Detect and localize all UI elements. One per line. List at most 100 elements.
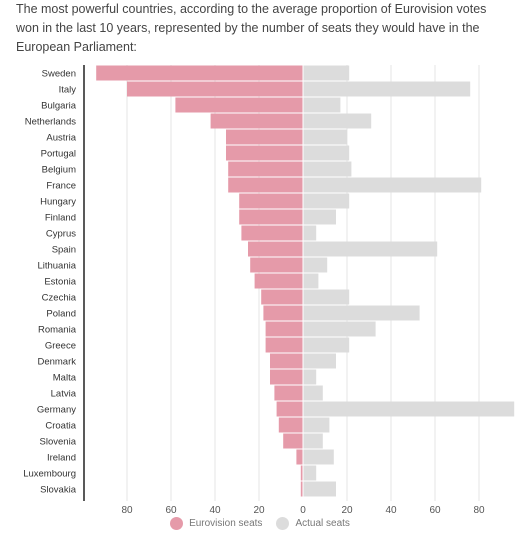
legend-item-eurovision: Eurovision seats [170,517,262,530]
legend-item-actual: Actual seats [276,517,350,530]
bar-actual-seats [303,257,328,273]
bar-eurovision-seats [239,193,303,209]
category-label: Malta [53,373,77,384]
x-tick-label: 20 [253,505,265,516]
bar-eurovision-seats [127,81,303,97]
bar-actual-seats [303,65,350,81]
category-labels: Sweden Italy Bulgaria Netherlands Austria Por… [23,69,77,496]
category-label: Portugal [41,149,76,160]
category-label: Belgium [42,165,76,176]
bar-eurovision-seats [228,161,303,177]
x-tick-label: 40 [209,505,221,516]
bar-actual-seats [303,81,471,97]
category-label: Luxembourg [23,469,76,480]
bar-actual-seats [303,449,334,465]
bar-actual-seats [303,177,482,193]
category-label: Finland [45,213,76,224]
x-axis-ticks: 80 60 40 20 0 20 40 60 80 [121,505,485,516]
bar-actual-seats [303,193,350,209]
bar-actual-seats [303,97,341,113]
category-label: Ireland [47,453,76,464]
bar-actual-seats [303,321,376,337]
category-label: Denmark [37,357,76,368]
legend: Eurovision seats Actual seats [0,517,520,530]
category-label: Austria [46,133,76,144]
bar-actual-seats [303,353,336,369]
category-label: Croatia [45,421,76,432]
bar-actual-seats [303,401,515,417]
bar-eurovision-seats [239,209,303,225]
category-label: Spain [52,245,76,256]
bar-actual-seats [303,481,336,497]
bar-actual-seats [303,241,438,257]
x-tick-label: 80 [473,505,485,516]
category-label: Latvia [51,389,77,400]
bar-eurovision-seats [96,65,303,81]
legend-label-eurovision: Eurovision seats [189,518,263,529]
x-tick-label: 60 [429,505,441,516]
bar-eurovision-seats [228,177,303,193]
bar-actual-seats [303,209,336,225]
bar-eurovision-seats [226,145,303,161]
chart-title: The most powerful countries, according t… [16,2,487,54]
category-label: Greece [45,341,76,352]
category-label: Italy [59,85,77,96]
category-label: Hungary [40,197,76,208]
category-label: Cyprus [46,229,76,240]
bar-actual-seats [303,273,319,289]
category-label: Poland [46,309,76,320]
bar-eurovision-seats [248,241,303,257]
category-label: Czechia [42,293,77,304]
bar-actual-seats [303,305,420,321]
x-tick-label: 60 [165,505,177,516]
bar-eurovision-seats [265,337,303,353]
bar-eurovision-seats [274,385,303,401]
bar-eurovision-seats [270,369,303,385]
bar-actual-seats [303,337,350,353]
bar-eurovision-seats [300,481,303,497]
bar-eurovision-seats [250,257,303,273]
bar-eurovision-seats [300,465,303,481]
bar-eurovision-seats [263,305,303,321]
bar-eurovision-seats [175,97,303,113]
category-label: Netherlands [25,117,76,128]
x-tick-label: 20 [341,505,353,516]
bar-actual-seats [303,145,350,161]
category-label: Slovenia [40,437,77,448]
bar-eurovision-seats [265,321,303,337]
legend-swatch-actual [276,517,290,530]
category-label: Sweden [42,69,76,80]
category-label: Germany [37,405,76,416]
bar-eurovision-seats [226,129,303,145]
bar-actual-seats [303,385,323,401]
category-label: Lithuania [37,261,76,272]
category-label: Estonia [44,277,76,288]
bar-actual-seats [303,225,317,241]
bar-actual-seats [303,289,350,305]
bar-eurovision-seats [278,417,303,433]
bars [96,65,515,501]
bar-actual-seats [303,417,330,433]
category-label: Bulgaria [41,101,77,112]
category-label: Romania [38,325,77,336]
bar-actual-seats [303,161,352,177]
bar-actual-seats [303,465,317,481]
bar-eurovision-seats [283,433,303,449]
bar-actual-seats [303,433,323,449]
bar-actual-seats [303,129,347,145]
x-tick-label: 40 [385,505,397,516]
x-tick-label: 0 [300,505,306,516]
bar-eurovision-seats [270,353,303,369]
bar-eurovision-seats [210,113,303,129]
category-label: France [46,181,76,192]
bar-actual-seats [303,113,372,129]
x-tick-label: 80 [121,505,133,516]
bar-eurovision-seats [276,401,303,417]
bar-eurovision-seats [254,273,303,289]
bar-eurovision-seats [296,449,303,465]
category-label: Slovakia [40,485,77,496]
legend-swatch-eurovision [170,517,184,530]
bar-actual-seats [303,369,317,385]
bar-eurovision-seats [241,225,303,241]
